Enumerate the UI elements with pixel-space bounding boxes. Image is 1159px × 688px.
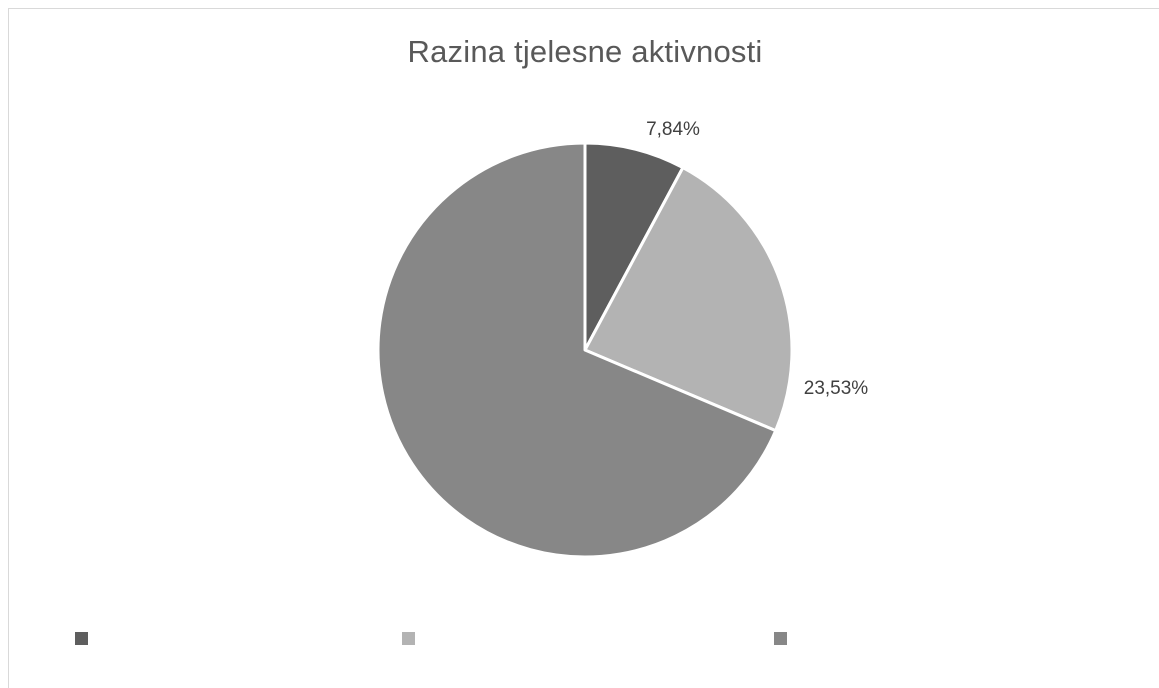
legend-key-slice-3 (774, 632, 787, 645)
data-label-slice-2: 23,53% (804, 378, 869, 399)
pie-slice-2 (583, 166, 794, 433)
legend-key-slice-2 (402, 632, 415, 645)
pie-slice-1 (583, 141, 685, 352)
pie-slice-3 (376, 141, 778, 559)
pie-slices (376, 141, 794, 559)
pie-data-labels: 7,84% 23,53% (646, 119, 868, 399)
legend (0, 632, 1159, 646)
data-label-slice-1: 7,84% (646, 119, 700, 140)
chart-title: Razina tjelesne aktivnosti (407, 34, 763, 69)
chart-area (8, 8, 1159, 688)
legend-key-slice-1 (75, 632, 88, 645)
